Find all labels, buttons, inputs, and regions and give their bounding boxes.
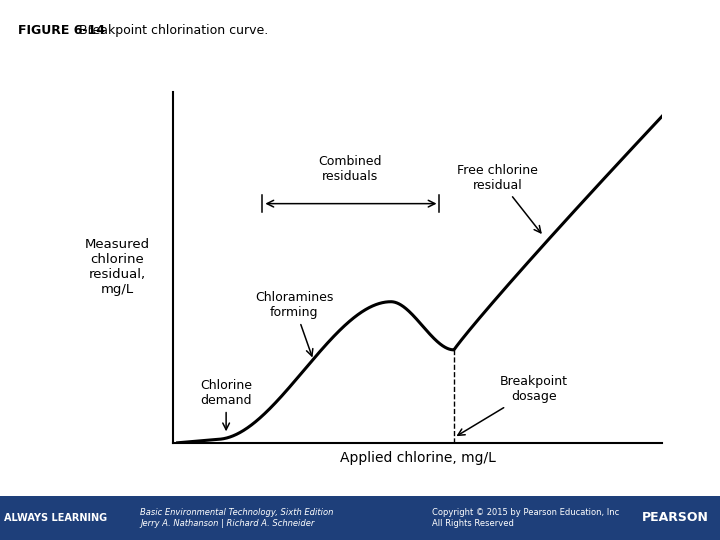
Text: FIGURE 6-14: FIGURE 6-14	[18, 24, 105, 37]
Text: Basic Environmental Technology, Sixth Edition
Jerry A. Nathanson | Richard A. Sc: Basic Environmental Technology, Sixth Ed…	[140, 508, 334, 528]
Text: Combined
residuals: Combined residuals	[318, 155, 382, 183]
Text: Chlorine
demand: Chlorine demand	[200, 379, 252, 430]
Y-axis label: Measured
chlorine
residual,
mg/L: Measured chlorine residual, mg/L	[85, 238, 150, 296]
Text: Chloramines
forming: Chloramines forming	[255, 291, 333, 356]
Text: Free chlorine
residual: Free chlorine residual	[457, 164, 541, 233]
Text: ALWAYS LEARNING: ALWAYS LEARNING	[4, 513, 107, 523]
Text: Breakpoint chlorination curve.: Breakpoint chlorination curve.	[67, 24, 269, 37]
Text: Breakpoint
dosage: Breakpoint dosage	[458, 375, 568, 435]
Text: PEARSON: PEARSON	[642, 511, 709, 524]
X-axis label: Applied chlorine, mg/L: Applied chlorine, mg/L	[340, 451, 495, 465]
Text: Copyright © 2015 by Pearson Education, Inc
All Rights Reserved: Copyright © 2015 by Pearson Education, I…	[432, 508, 619, 528]
